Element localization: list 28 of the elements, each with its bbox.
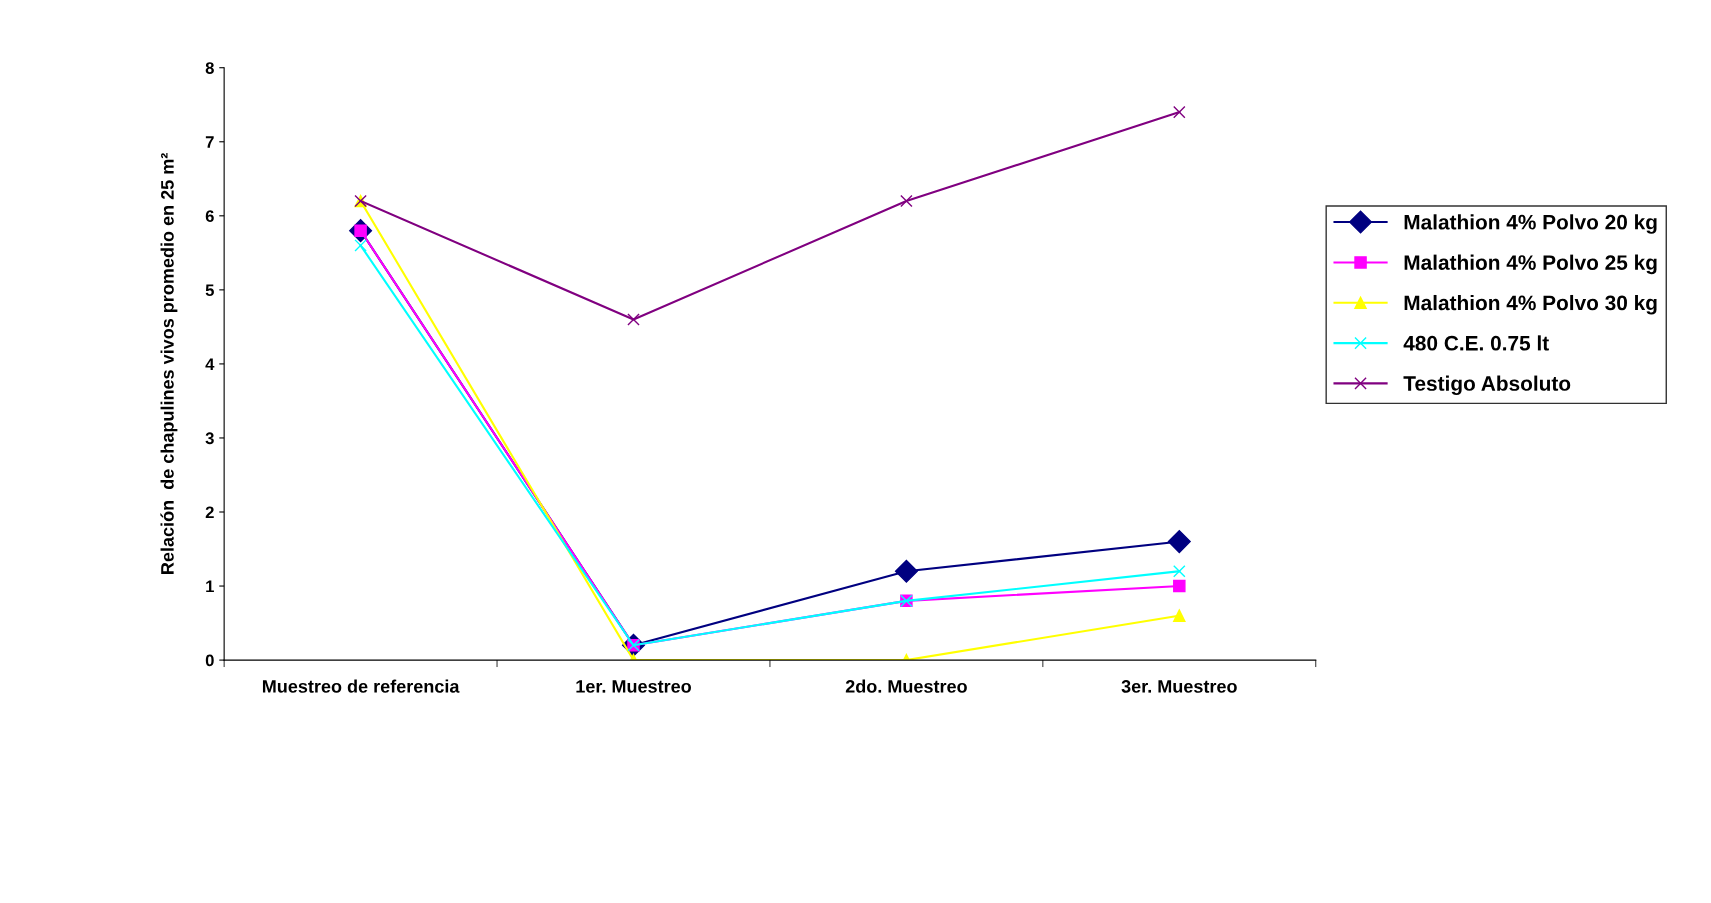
x-tick-label: 1er. Muestreo	[576, 680, 691, 693]
point	[354, 239, 367, 252]
point	[1173, 579, 1186, 593]
legend-label: 480 C.E. 0.75 lt	[1403, 335, 1549, 351]
point	[1173, 564, 1186, 578]
legend-label: Testigo Absoluto	[1403, 375, 1571, 396]
y-tick-label: 3	[205, 432, 214, 445]
y-tick-label: 2	[205, 506, 214, 519]
point	[894, 559, 918, 583]
x-tick-label: 3er. Muestreo	[1121, 680, 1237, 693]
y-tick-label: 0	[205, 654, 214, 667]
legend-label: Malathion 4% Polvo 30 kg	[1404, 294, 1657, 315]
y-tick-label: 8	[205, 62, 214, 74]
y-tick-label: 4	[205, 358, 215, 370]
y-tick-label: 1	[206, 580, 214, 593]
y-tick-label: 6	[205, 210, 214, 223]
y-axis-title: Relación de chapulines vivos promedio en 25 m²	[160, 153, 178, 574]
x-tick-label: 2do. Muestreo	[845, 679, 967, 693]
point	[900, 194, 913, 208]
point	[1173, 609, 1186, 622]
x-tick-label: Muestreo de referencia	[262, 679, 460, 693]
legend-label: Malathion 4% Polvo 20 kg	[1404, 214, 1657, 234]
point	[1167, 530, 1191, 554]
point	[627, 313, 640, 326]
y-tick-label: 7	[205, 136, 214, 148]
point	[1173, 105, 1186, 119]
y-tick-label: 5	[205, 284, 214, 297]
legend-label: Malathion 4% Polvo 25 kg	[1404, 254, 1657, 275]
